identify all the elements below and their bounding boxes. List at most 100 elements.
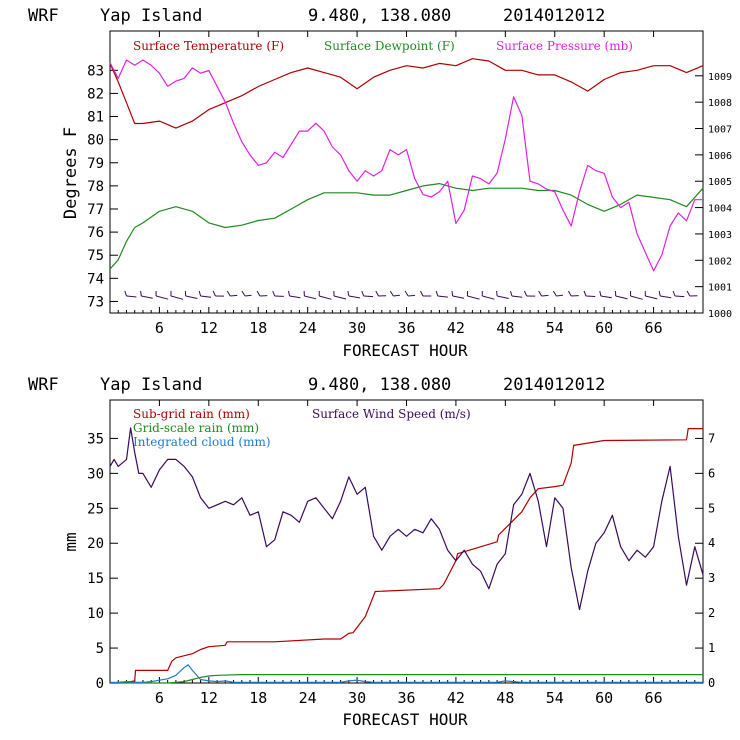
legend-surface-pressure: Surface Pressure (mb) [496,39,633,53]
x-tick-label: 42 [447,319,465,337]
y-tick-label: 81 [87,110,104,126]
wind-barb-flag [658,290,661,297]
wind-barb [600,295,612,299]
wind-barb [467,295,480,300]
wind-barb [126,295,137,298]
wind-barb-flag [124,290,127,297]
legend-surface-dewpoint: Surface Dewpoint (F) [324,39,455,53]
bottom-series-line-3 [110,664,703,683]
wind-barb-flag [375,290,379,297]
wind-barb [615,295,628,300]
x-tick-label: 54 [546,319,564,337]
wind-barb-flag [347,290,350,297]
x-tick-label: 12 [200,689,218,707]
top-plot-frame [109,30,704,314]
bottom-header-model: WRF [28,375,59,395]
y2-tick-label: 1003 [708,230,732,241]
y-tick-label: 80 [87,133,104,149]
y-tick-label: 10 [87,606,104,622]
wind-barb [482,295,495,300]
y2-tick-label: 1009 [708,72,732,83]
x-tick-label: 30 [348,319,366,337]
wind-barb-flag [583,290,587,297]
bottom-header-coords: 9.480, 138.080 [308,375,451,395]
bottom-header-location: Yap Island [100,375,202,395]
y2-tick-label: 3 [708,571,715,585]
legend-integrated-cloud: Integrated cloud (mm) [133,435,271,449]
y-tick-label: 74 [87,271,104,287]
wind-barb [185,295,198,299]
x-tick-label: 66 [645,689,663,707]
wind-barb-flag [212,290,216,297]
wind-barb [363,295,374,298]
y2-tick-label: 1002 [708,256,732,267]
y2-tick-label: 2 [708,606,715,620]
wind-barbs-row [124,290,698,300]
y-tick-label: 30 [87,466,104,482]
wind-barb [586,295,596,297]
y2-tick-label: 1006 [708,151,732,162]
wind-barb [333,295,347,300]
legend-gridscale-rain: Grid-scale rain (mm) [133,421,259,435]
x-tick-label: 30 [348,689,366,707]
bottom-yaxis-label: mm [61,532,80,551]
wind-barb-flag [672,290,676,297]
wind-barb [141,295,153,299]
y-tick-label: 35 [87,431,104,447]
wind-barb-flag [510,290,513,297]
top-series-line-1 [109,58,704,129]
top-axis-ticks: 6 12 18 24 30 36 42 48 54 60 66 73 74 75 76 77 78 79 80 81 8… [87,31,732,337]
wind-barb [230,294,238,297]
bottom-header: WRF Yap Island 9.480, 138.080 2014012012 [28,375,605,395]
top-header: WRF Yap Island 9.480, 138.080 2014012012 [28,6,605,26]
y-tick-label: 76 [87,225,104,241]
y-tick-label: 78 [87,179,104,195]
x-tick-label: 48 [496,319,514,337]
wind-barb [408,294,416,297]
bottom-xaxis-label: FORECAST HOUR [342,710,468,729]
wind-barb [245,294,252,297]
x-tick-label: 18 [249,689,267,707]
wind-barb [393,294,400,297]
top-xaxis-label: FORECAST HOUR [342,341,468,360]
top-series-line-3 [109,59,703,272]
x-tick-label: 48 [496,689,514,707]
top-header-model: WRF [28,6,59,26]
legend-subgrid-rain: Sub-grid rain (mm) [133,407,250,421]
wind-barb [319,295,332,300]
y-tick-label: 0 [96,676,104,692]
x-tick-label: 24 [299,689,317,707]
x-tick-label: 42 [447,689,465,707]
y-tick-label: 20 [87,536,104,552]
wind-barb-flag [404,290,409,297]
wind-barb [630,295,643,300]
wind-barb-flag [686,290,691,297]
wind-barb-flag [523,290,528,297]
y2-tick-label: 1007 [708,125,732,136]
y2-tick-label: 5 [708,501,715,515]
wind-barb [496,295,509,299]
wind-barb-flag [451,290,454,297]
wind-barb [674,295,685,298]
y2-tick-label: 1005 [708,177,732,188]
y-tick-label: 25 [87,501,104,517]
wind-barb-flag [599,290,602,297]
x-tick-label: 54 [546,689,564,707]
wind-barb [511,295,523,298]
y-tick-label: 83 [87,63,104,79]
wind-barb-flag [288,290,291,297]
y-tick-label: 82 [87,86,104,102]
x-tick-label: 36 [397,689,415,707]
wind-barb-flag [140,290,142,297]
x-tick-label: 36 [397,319,415,337]
y2-tick-label: 1000 [708,309,732,320]
wind-barb-flag [272,290,276,297]
y-tick-label: 77 [87,202,104,218]
wind-barb [452,295,465,299]
y2-tick-label: 1004 [708,204,732,215]
y-tick-label: 79 [87,156,104,172]
bottom-series-line-2 [110,674,703,684]
y2-tick-label: 1 [708,641,715,655]
